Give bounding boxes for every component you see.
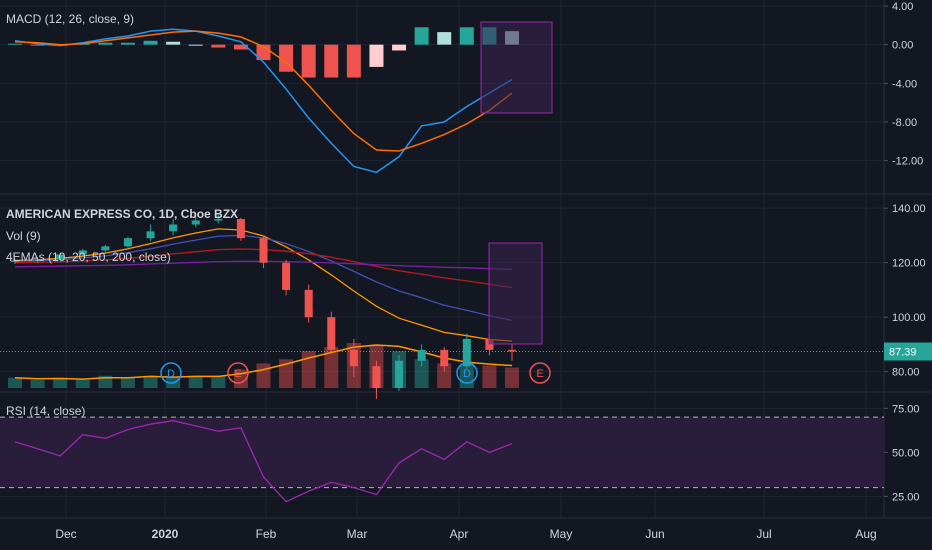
x-axis-label-dec: Dec	[55, 527, 76, 541]
volume-ma-line	[14, 344, 513, 380]
candle-body	[395, 360, 404, 388]
price-tick-2: 100.00	[892, 312, 926, 324]
candle-body	[214, 219, 223, 221]
macd-histogram-bar	[233, 44, 248, 50]
macd-histogram-bar	[301, 44, 316, 78]
candle-body	[101, 246, 110, 251]
macd-histogram-bar	[414, 27, 429, 45]
rsi-title: RSI (14, close)	[6, 404, 86, 418]
candle-body	[440, 349, 449, 367]
macd-histogram-bar	[166, 41, 181, 45]
candle-body	[349, 349, 358, 367]
volume-bar	[279, 359, 294, 388]
candle-body	[11, 260, 19, 262]
volume-bar	[98, 375, 113, 388]
macd-histogram-bar	[346, 44, 361, 78]
macd-projection-box	[480, 21, 553, 114]
macd-histogram-bar	[120, 42, 135, 45]
marker-label: D	[167, 368, 175, 380]
candle-body	[304, 289, 313, 318]
macd-histogram-bar	[98, 42, 113, 45]
macd-histogram-bar	[437, 32, 452, 45]
volume-bar	[301, 351, 316, 388]
volume-bar	[8, 377, 22, 388]
rsi-tick-2: 25.00	[892, 491, 920, 503]
candle-body	[78, 250, 87, 255]
price-tick-3: 80.00	[892, 367, 920, 379]
price-tick-0: 140.00	[892, 203, 926, 215]
candle-body	[146, 231, 155, 239]
volume-bar	[143, 375, 158, 388]
volume-bar	[53, 377, 68, 388]
candle-body	[282, 262, 291, 290]
macd-tick-1: 0.00	[892, 40, 913, 52]
x-axis-label-apr: Apr	[450, 527, 469, 541]
volume-bar	[256, 363, 271, 388]
last-price-label: 87.39	[889, 347, 917, 359]
volume-label: Vol (9)	[6, 229, 41, 243]
volume-bar	[30, 379, 45, 388]
candle-body	[327, 317, 336, 350]
candle-body	[372, 366, 381, 388]
rsi-tick-0: 75.00	[892, 403, 920, 415]
dividend-marker	[160, 362, 182, 384]
marker-label: E	[234, 368, 241, 380]
volume-bar	[211, 375, 226, 388]
candle-body	[33, 259, 42, 261]
macd-title: MACD (12, 26, close, 9)	[6, 12, 135, 26]
candle-body	[462, 338, 471, 367]
macd-tick-4: -12.00	[892, 156, 923, 168]
price-tick-1: 120.00	[892, 258, 926, 270]
volume-bar	[120, 377, 135, 388]
macd-histogram-bar	[211, 44, 226, 48]
price-title: AMERICAN EXPRESS CO, 1D, Cboe BZX	[6, 207, 239, 221]
macd-histogram-bar	[8, 43, 22, 45]
macd-tick-0: 4.00	[892, 1, 913, 13]
candle-body	[191, 220, 200, 225]
macd-histogram-bar	[188, 44, 203, 46]
candle-body	[259, 238, 268, 263]
macd-histogram-bar	[459, 27, 474, 45]
x-axis-label-aug: Aug	[855, 527, 876, 541]
price-projection-box	[488, 242, 543, 345]
last-price-tag	[884, 342, 932, 361]
signal-line	[14, 30, 513, 152]
macd-line	[14, 28, 513, 174]
earnings-marker	[227, 362, 249, 384]
dividend-marker	[456, 362, 478, 384]
candle-body	[417, 349, 426, 361]
ema-label: 4EMAs (10, 20, 50, 200, close)	[6, 250, 171, 264]
macd-tick-3: -8.00	[892, 117, 917, 129]
volume-bar	[482, 365, 497, 388]
macd-histogram-bar	[369, 44, 384, 67]
candle-body	[169, 224, 178, 232]
x-axis-label-mar: Mar	[347, 527, 368, 541]
rsi-tick-1: 50.00	[892, 447, 920, 459]
x-axis-label-jun: Jun	[645, 527, 664, 541]
volume-bar	[324, 347, 339, 388]
macd-histogram-bar	[392, 44, 407, 51]
volume-bar	[505, 367, 519, 388]
macd-histogram-bar	[143, 40, 158, 45]
x-axis-label-may: May	[550, 527, 573, 541]
x-axis-label-jul: Jul	[756, 527, 771, 541]
volume-bar	[188, 375, 203, 388]
candle-body	[123, 238, 132, 247]
macd-tick-2: -4.00	[892, 78, 917, 90]
candle-body	[236, 219, 245, 239]
volume-bar	[414, 359, 429, 388]
macd-histogram-bar	[30, 44, 45, 46]
rsi-line	[14, 420, 513, 503]
x-axis-label-2020: 2020	[152, 527, 179, 541]
macd-histogram-bar	[324, 44, 339, 78]
volume-bar	[437, 363, 452, 388]
marker-label: E	[536, 368, 543, 380]
candle-body	[56, 254, 65, 260]
candle-body	[508, 349, 516, 352]
marker-label: D	[463, 368, 471, 380]
volume-bar	[75, 379, 90, 388]
earnings-marker	[529, 362, 551, 384]
x-axis-label-feb: Feb	[256, 527, 277, 541]
